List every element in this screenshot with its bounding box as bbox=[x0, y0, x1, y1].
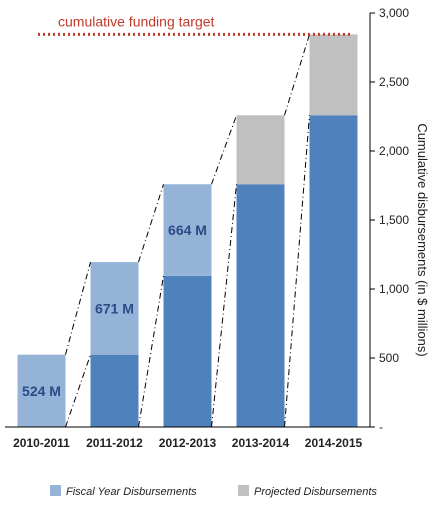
connector-upper-3 bbox=[284, 34, 310, 116]
target-group: cumulative funding target bbox=[38, 13, 352, 36]
x-tick-label: 2010-2011 bbox=[13, 436, 70, 450]
connectors-group bbox=[65, 34, 310, 428]
legend-swatch-projected bbox=[238, 485, 249, 496]
bar-label-2012-2013: 664 M bbox=[168, 222, 207, 238]
x-tick-label: 2012-2013 bbox=[159, 436, 217, 450]
y-axis-label: Cumulative disbursements (in $ millions) bbox=[415, 123, 430, 356]
y-tick-label: 1,500 bbox=[379, 213, 409, 227]
bar-label-2011-2012: 671 M bbox=[95, 300, 134, 316]
target-label: cumulative funding target bbox=[58, 13, 215, 29]
bar-base-2011-2012 bbox=[90, 354, 139, 427]
connector-lower-1 bbox=[138, 275, 164, 428]
bar-increment-2011-2012 bbox=[90, 262, 139, 355]
bar-projected-2013-2014 bbox=[236, 115, 285, 185]
connector-lower-0 bbox=[65, 354, 91, 428]
bar-increment-2010-2011 bbox=[17, 354, 66, 427]
x-tick-label: 2013-2014 bbox=[232, 436, 290, 450]
legend: Fiscal Year Disbursements Projected Disbu… bbox=[50, 485, 377, 498]
legend-label-increment: Fiscal Year Disbursements bbox=[66, 486, 197, 498]
y-axis: - 500 1,000 1,500 2,000 2,500 3,000 bbox=[5, 6, 409, 434]
bar-increment-2012-2013 bbox=[163, 184, 212, 276]
bar-label-2010-2011: 524 M bbox=[22, 383, 61, 399]
x-tick-label: 2011-2012 bbox=[86, 436, 143, 450]
y-tick-label: 3,000 bbox=[379, 6, 409, 20]
connector-upper-1 bbox=[138, 184, 164, 263]
legend-label-projected: Projected Disbursements bbox=[254, 486, 377, 498]
connector-lower-3 bbox=[284, 115, 310, 428]
bar-base-2013-2014 bbox=[236, 184, 285, 427]
y-tick-label: 2,000 bbox=[379, 144, 409, 158]
legend-swatch-increment bbox=[50, 485, 61, 496]
connector-upper-0 bbox=[65, 261, 91, 355]
x-tick-label: 2014-2015 bbox=[305, 436, 363, 450]
bar-base-2014-2015 bbox=[309, 115, 358, 428]
y-tick-label: - bbox=[379, 420, 383, 434]
bars-group: 524 M 671 M 664 M bbox=[17, 34, 358, 428]
bar-base-2012-2013 bbox=[163, 275, 212, 427]
x-axis-ticks: 2010-2011 2011-2012 2012-2013 2013-2014 2014… bbox=[13, 436, 362, 450]
bar-projected-2014-2015 bbox=[309, 34, 358, 116]
y-tick-label: 2,500 bbox=[379, 75, 409, 89]
y-tick-label: 1,000 bbox=[379, 282, 409, 296]
connector-upper-2 bbox=[211, 115, 237, 185]
y-tick-label: 500 bbox=[379, 351, 399, 365]
connector-lower-2 bbox=[211, 184, 237, 428]
